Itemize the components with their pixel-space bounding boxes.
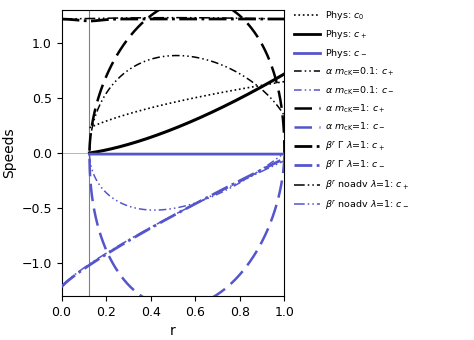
Legend: Phys: $c_0$, Phys: $c_+$, Phys: $c_-$, $\alpha$ $m_{\rm cK}$=0.1: $c_+$, $\alpha: Phys: $c_0$, Phys: $c_+$, Phys: $c_-$, $… xyxy=(293,9,409,211)
X-axis label: r: r xyxy=(170,324,176,338)
Y-axis label: Speeds: Speeds xyxy=(2,128,16,178)
